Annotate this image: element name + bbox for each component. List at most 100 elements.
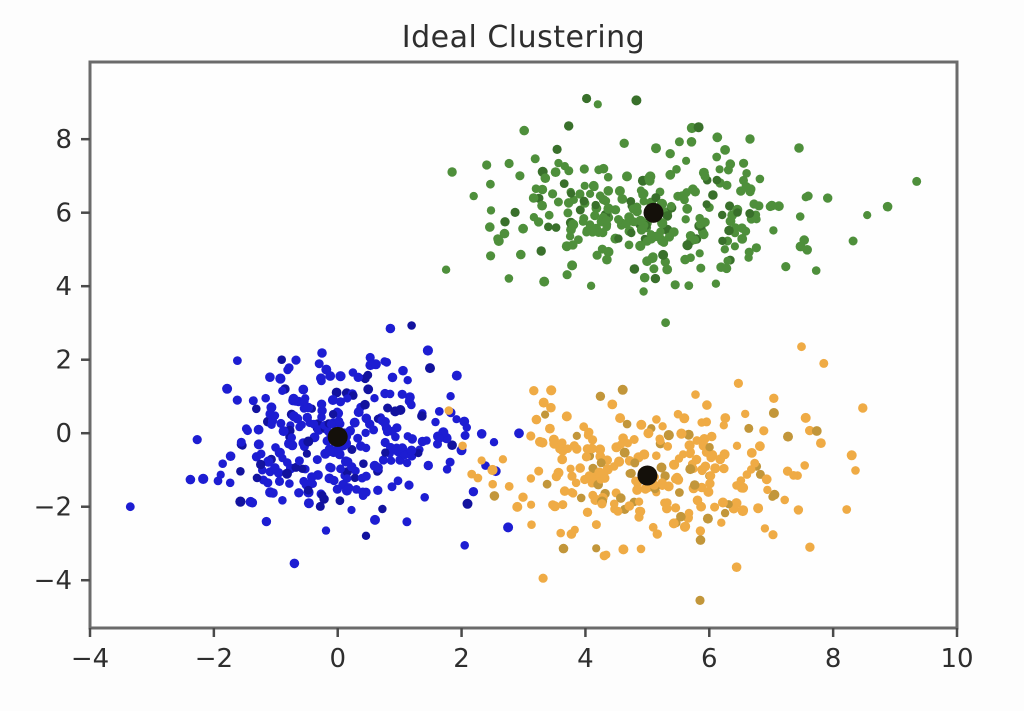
- data-point: [486, 206, 496, 215]
- data-point: [361, 531, 371, 540]
- data-point: [537, 437, 548, 448]
- data-point: [717, 497, 728, 508]
- data-point: [823, 193, 833, 203]
- data-point: [387, 372, 398, 383]
- data-point: [556, 528, 565, 538]
- data-point: [614, 234, 623, 243]
- data-point: [125, 502, 135, 512]
- data-point: [397, 389, 407, 399]
- data-point: [393, 476, 403, 486]
- data-point: [720, 245, 729, 254]
- data-point: [695, 535, 706, 545]
- data-point: [783, 431, 793, 442]
- data-point: [335, 496, 345, 506]
- cluster-green-points: [441, 93, 922, 328]
- data-point: [675, 488, 684, 497]
- data-point: [579, 164, 589, 174]
- data-point: [702, 200, 711, 209]
- data-point: [594, 165, 604, 175]
- data-point: [660, 471, 670, 481]
- data-point: [551, 471, 562, 482]
- data-point: [335, 371, 346, 382]
- data-point: [447, 167, 457, 177]
- data-point: [882, 201, 893, 212]
- data-point: [741, 409, 750, 419]
- data-point: [567, 471, 577, 481]
- data-point: [552, 144, 562, 154]
- data-point: [662, 211, 673, 221]
- data-point: [559, 179, 569, 189]
- data-point: [763, 485, 772, 495]
- data-point: [591, 520, 601, 530]
- data-point: [774, 201, 784, 212]
- data-point: [706, 452, 716, 463]
- data-point: [503, 522, 514, 533]
- data-point: [718, 210, 727, 220]
- data-point: [624, 240, 634, 250]
- data-point: [519, 125, 529, 136]
- data-point: [557, 438, 567, 448]
- data-point: [582, 507, 593, 517]
- data-point: [518, 492, 528, 502]
- data-point: [350, 473, 360, 483]
- data-point: [597, 499, 607, 509]
- data-point: [553, 197, 563, 207]
- data-point: [635, 240, 646, 251]
- data-point: [315, 501, 325, 511]
- data-point: [619, 138, 629, 148]
- data-point: [688, 184, 698, 195]
- data-point: [603, 246, 614, 257]
- data-point: [477, 456, 486, 465]
- data-point: [665, 169, 676, 180]
- data-point: [672, 472, 682, 483]
- data-point: [347, 505, 356, 515]
- data-point: [294, 488, 304, 498]
- data-point: [278, 496, 287, 505]
- data-point: [639, 197, 648, 206]
- data-point: [504, 482, 514, 491]
- data-point: [326, 419, 336, 429]
- data-point: [423, 460, 433, 471]
- data-point: [671, 503, 681, 513]
- data-point: [417, 411, 427, 421]
- data-point: [846, 450, 857, 461]
- plot-area: [88, 60, 959, 630]
- data-point: [270, 463, 280, 473]
- data-point: [539, 276, 550, 287]
- data-point: [218, 459, 227, 469]
- data-point: [622, 419, 632, 429]
- y-tick-label: −4: [34, 566, 72, 596]
- data-point: [349, 417, 360, 428]
- data-point: [682, 156, 691, 165]
- data-point: [603, 186, 614, 196]
- data-point: [554, 158, 563, 168]
- data-point: [441, 265, 451, 274]
- data-point: [575, 205, 585, 215]
- data-point: [737, 483, 746, 493]
- data-point: [730, 242, 740, 251]
- data-point: [402, 458, 412, 468]
- data-point: [630, 458, 640, 468]
- data-point: [462, 423, 471, 432]
- data-point: [295, 422, 304, 432]
- data-point: [681, 215, 690, 224]
- data-point: [370, 394, 379, 403]
- data-point: [277, 355, 287, 365]
- data-point: [635, 215, 646, 226]
- data-point: [307, 472, 317, 482]
- data-point: [504, 274, 514, 283]
- data-point: [718, 236, 727, 246]
- data-point: [622, 171, 632, 182]
- data-point: [664, 232, 675, 242]
- data-point: [692, 495, 703, 506]
- data-point: [575, 463, 585, 473]
- data-point: [294, 456, 304, 466]
- data-point: [252, 473, 262, 483]
- data-point: [531, 414, 542, 425]
- data-point: [538, 573, 548, 583]
- data-point: [385, 323, 396, 334]
- data-point: [800, 412, 811, 423]
- data-point: [452, 415, 461, 424]
- data-point: [265, 372, 275, 383]
- data-point: [601, 196, 611, 206]
